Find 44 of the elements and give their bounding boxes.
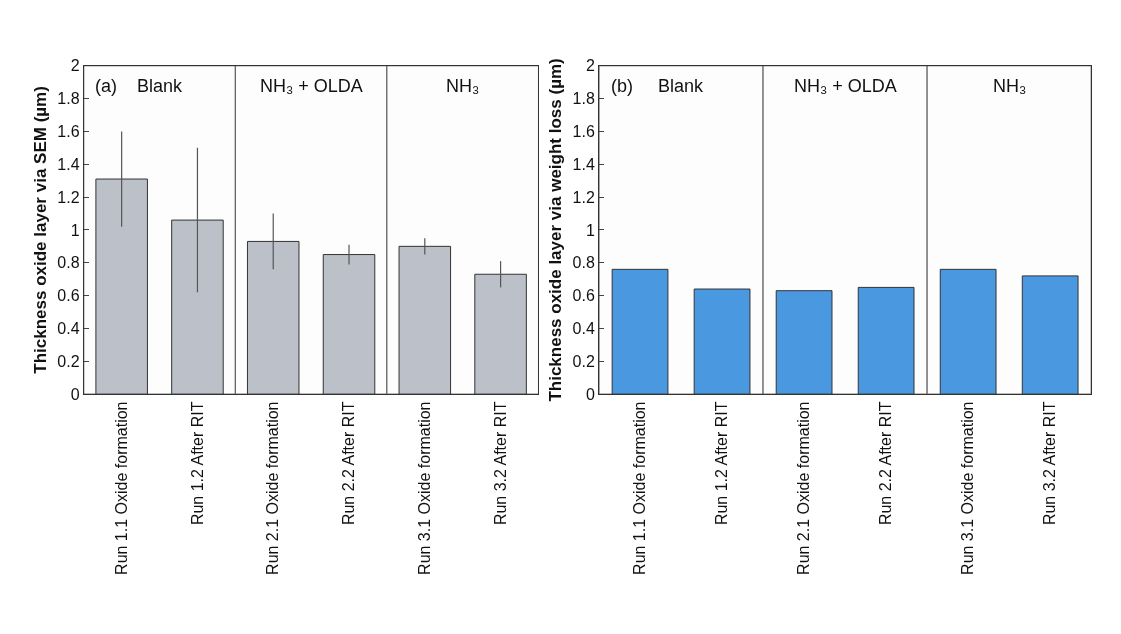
y-tick-label: 1.8: [572, 90, 595, 108]
band-label: Blank: [658, 76, 705, 96]
y-tick-label: 1.6: [572, 123, 595, 141]
y-tick-label: 0: [70, 385, 80, 403]
y-tick-label: 1: [70, 221, 80, 239]
x-tick-label: Run 2.2 After RIT: [877, 401, 895, 526]
y-tick-label: 1.6: [57, 123, 80, 141]
band-label: NH₃: [993, 76, 1027, 96]
band-label: NH₃ + OLDA: [794, 76, 897, 96]
y-tick-label: 2: [70, 57, 80, 75]
band-label: NH₃: [446, 76, 480, 96]
y-tick-label: 0.8: [57, 254, 80, 272]
annotation: (b): [611, 76, 633, 96]
y-tick-label: 0.4: [572, 320, 595, 338]
x-tick-label: Run 3.2 After RIT: [491, 401, 509, 526]
x-tick-label: Run 2.1 Oxide formation: [795, 401, 813, 575]
y-tick-label: 2: [585, 57, 595, 75]
x-tick-label: Run 1.1 Oxide formation: [112, 401, 130, 575]
y-tick-label: 0.6: [57, 287, 80, 305]
y-tick-label: 0.2: [57, 352, 80, 370]
x-tick-label: Run 3.1 Oxide formation: [959, 401, 977, 575]
y-tick-label: 1: [585, 221, 595, 239]
x-tick-label: Run 2.2 After RIT: [340, 401, 358, 526]
y-tick-label: 0.2: [572, 352, 595, 370]
y-tick-label: 0.4: [57, 320, 80, 338]
x-tick-label: Run 3.2 After RIT: [1041, 401, 1059, 526]
x-tick-label: Run 1.2 After RIT: [188, 401, 206, 526]
y-axis-title: Thickness oxide layer via SEM (µm): [30, 86, 50, 374]
y-tick-label: 0.8: [572, 254, 595, 272]
y-axis-title: Thickness oxide layer via weight loss (µm): [546, 58, 566, 402]
y-tick-label: 1.2: [57, 188, 80, 206]
band-label: Blank: [137, 76, 184, 96]
x-tick-label: Run 3.1 Oxide formation: [416, 401, 433, 575]
band-label: NH₃ + OLDA: [260, 76, 363, 96]
y-tick-label: 1.4: [572, 155, 595, 173]
y-tick-label: 1.4: [57, 155, 80, 173]
y-tick-label: 1.2: [572, 188, 595, 206]
x-tick-label: Run 1.1 Oxide formation: [631, 401, 649, 575]
y-tick-label: 0: [585, 385, 595, 403]
annotation: (a): [95, 76, 117, 96]
y-tick-label: 1.8: [57, 90, 80, 108]
x-tick-label: Run 1.2 After RIT: [713, 401, 731, 526]
x-tick-label: Run 2.1 Oxide formation: [264, 401, 282, 575]
y-tick-label: 0.6: [572, 287, 595, 305]
